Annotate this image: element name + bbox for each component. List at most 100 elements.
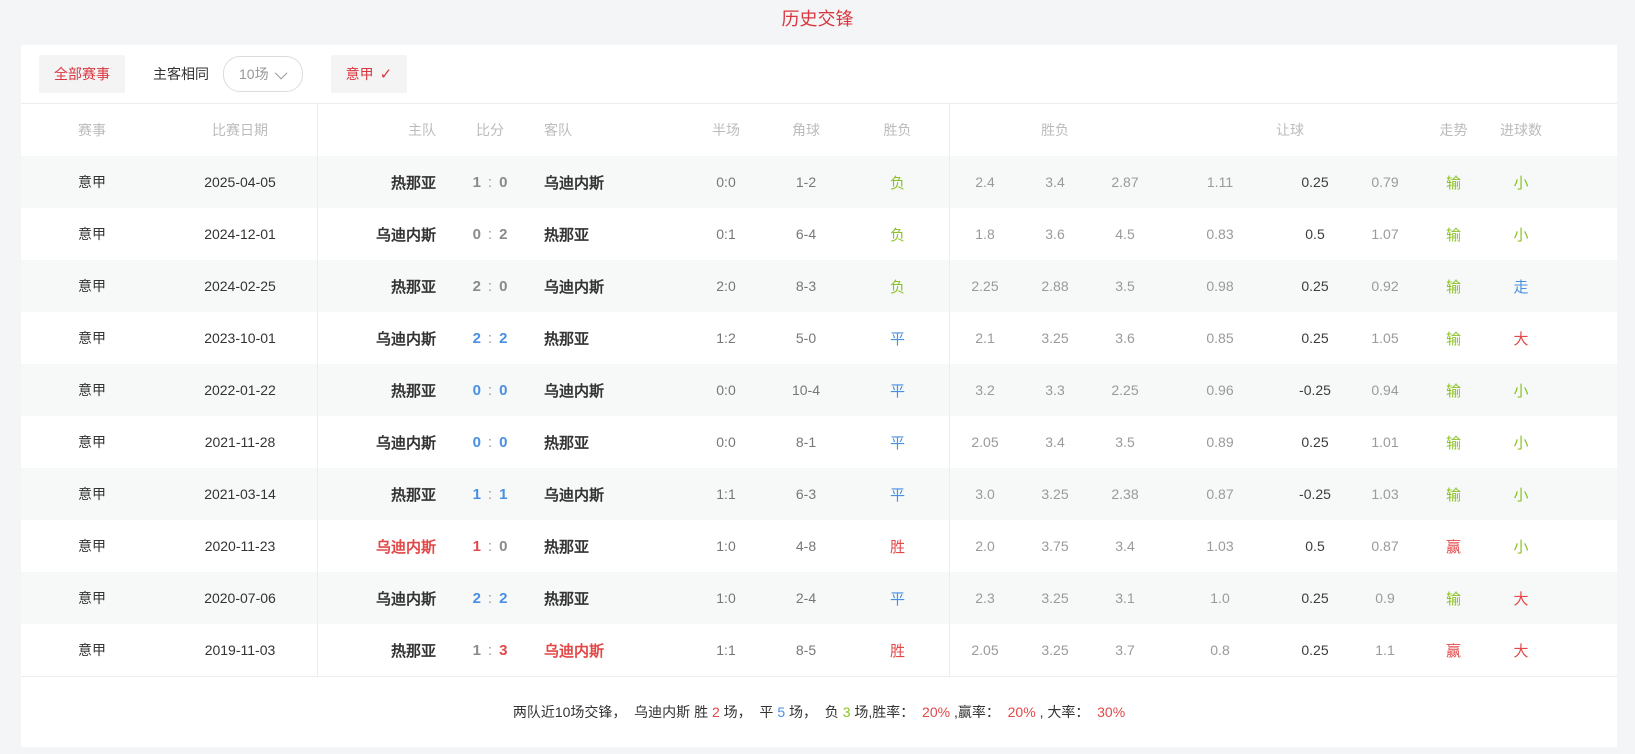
cell-home-team: 热那亚 xyxy=(390,486,436,504)
cell-odds-3: 2.87 xyxy=(1111,174,1139,190)
cell-score: 1:0 xyxy=(454,156,526,208)
cell-half-score: 1:2 xyxy=(716,330,736,346)
header-date: 比赛日期 xyxy=(163,104,318,156)
cell-score: 2:2 xyxy=(454,312,526,364)
cell-handicap-2: 0.5 xyxy=(1305,226,1325,242)
cell-score: 2:0 xyxy=(454,260,526,312)
cell-corners: 1-2 xyxy=(795,174,817,190)
cell-handicap-1: 0.98 xyxy=(1206,278,1234,294)
all-events-button[interactable]: 全部赛事 xyxy=(39,55,125,93)
summary-segment: 2 xyxy=(711,704,720,720)
cell-half-score: 0:0 xyxy=(716,382,736,398)
cell-corners: 6-4 xyxy=(795,226,817,242)
cell-odds-1: 2.1 xyxy=(975,330,995,346)
cell-away-team: 乌迪内斯 xyxy=(544,174,605,192)
cell-score: 1:1 xyxy=(454,468,526,520)
cell-trend: 输 xyxy=(1445,226,1461,244)
cell-league: 意甲 xyxy=(78,590,106,606)
cell-odds-2: 3.25 xyxy=(1041,590,1069,606)
cell-handicap-2: 0.25 xyxy=(1301,174,1329,190)
cell-handicap-1: 0.83 xyxy=(1206,226,1234,242)
cell-handicap-1: 1.11 xyxy=(1206,174,1234,190)
cell-handicap-3: 1.05 xyxy=(1371,330,1399,346)
cell-odds-2: 3.25 xyxy=(1041,486,1069,502)
cell-odds-2: 3.75 xyxy=(1041,538,1069,554)
cell-odds-1: 2.0 xyxy=(975,538,995,554)
cell-league: 意甲 xyxy=(78,330,106,346)
cell-handicap-1: 0.96 xyxy=(1206,382,1234,398)
cell-handicap-1: 1.0 xyxy=(1210,590,1230,606)
cell-goals: 大 xyxy=(1513,330,1529,348)
cell-handicap-2: 0.25 xyxy=(1301,642,1329,658)
header-result: 胜负 xyxy=(846,104,950,156)
summary-segment: 5 xyxy=(777,704,786,720)
match-count-dropdown[interactable]: 10场 xyxy=(223,56,303,92)
cell-home-team: 乌迪内斯 xyxy=(375,590,436,608)
cell-away-team: 热那亚 xyxy=(544,590,590,608)
away-goals: 0 xyxy=(499,433,508,451)
cell-odds-3: 3.6 xyxy=(1115,330,1135,346)
history-panel: 全部赛事 主客相同 10场 意甲 ✓ 赛事 比赛日期 主队 比分 客队 半场 角… xyxy=(21,45,1617,747)
home-goals: 2 xyxy=(472,589,481,607)
score-colon: : xyxy=(487,589,493,607)
summary-segment: , 大率： xyxy=(1035,704,1098,720)
cell-league: 意甲 xyxy=(78,486,106,502)
away-goals: 2 xyxy=(499,589,508,607)
cell-league: 意甲 xyxy=(78,642,106,658)
cell-half-score: 1:0 xyxy=(716,590,736,606)
cell-home-team: 乌迪内斯 xyxy=(375,226,436,244)
cell-score: 0:0 xyxy=(454,364,526,416)
cell-result: 负 xyxy=(846,156,950,208)
cell-odds-1: 2.05 xyxy=(971,642,999,658)
header-goals: 进球数 xyxy=(1500,122,1542,138)
cell-result: 负 xyxy=(846,260,950,312)
cell-trend: 赢 xyxy=(1445,642,1461,660)
cell-handicap-2: -0.25 xyxy=(1299,486,1331,502)
home-goals: 1 xyxy=(472,537,481,555)
cell-corners: 5-0 xyxy=(795,330,817,346)
league-filter-button[interactable]: 意甲 ✓ xyxy=(330,55,408,93)
cell-trend: 输 xyxy=(1445,434,1461,452)
cell-odds-1: 1.8 xyxy=(975,226,995,242)
header-half-score: 半场 xyxy=(712,122,740,138)
cell-half-score: 0:1 xyxy=(716,226,736,242)
cell-odds-3: 3.5 xyxy=(1115,278,1135,294)
cell-date: 2025-04-05 xyxy=(163,156,318,208)
table-row: 意甲 2025-04-05 热那亚 1:0 乌迪内斯 0:0 1-2 负 2.4 3.4 2.87 1… xyxy=(21,156,1617,208)
cell-date: 2020-07-06 xyxy=(163,572,318,624)
cell-score: 2:2 xyxy=(454,572,526,624)
away-goals: 3 xyxy=(499,641,508,659)
header-score: 比分 xyxy=(476,122,504,138)
cell-trend: 输 xyxy=(1445,486,1461,504)
score-colon: : xyxy=(487,173,493,191)
cell-league: 意甲 xyxy=(78,382,106,398)
cell-league: 意甲 xyxy=(78,538,106,554)
cell-result: 胜 xyxy=(846,520,950,572)
cell-handicap-3: 1.07 xyxy=(1371,226,1399,242)
away-goals: 0 xyxy=(499,381,508,399)
cell-half-score: 0:0 xyxy=(716,174,736,190)
cell-goals: 小 xyxy=(1513,226,1529,244)
cell-result: 平 xyxy=(846,312,950,364)
cell-odds-3: 3.7 xyxy=(1115,642,1135,658)
away-goals: 0 xyxy=(499,277,508,295)
summary-segment: 30% xyxy=(1097,704,1126,720)
cell-half-score: 0:0 xyxy=(716,434,736,450)
cell-score: 0:2 xyxy=(454,208,526,260)
cell-date: 2021-11-28 xyxy=(163,416,318,468)
summary-bar: 两队近10场交锋， 乌迪内斯 胜 2 场， 平 5 场， 负 3 场,胜率： 2… xyxy=(21,676,1617,747)
cell-handicap-1: 0.85 xyxy=(1206,330,1234,346)
table-body: 意甲 2025-04-05 热那亚 1:0 乌迪内斯 0:0 1-2 负 2.4 3.4 2.87 1… xyxy=(21,156,1617,676)
header-handicap-group: 让球 xyxy=(1276,122,1304,138)
cell-trend: 输 xyxy=(1445,278,1461,296)
table-row: 意甲 2022-01-22 热那亚 0:0 乌迪内斯 0:0 10-4 平 3.2 3.3 2.25… xyxy=(21,364,1617,416)
cell-date: 2024-02-25 xyxy=(163,260,318,312)
score-colon: : xyxy=(487,277,493,295)
cell-odds-1: 3.0 xyxy=(975,486,995,502)
table-row: 意甲 2024-02-25 热那亚 2:0 乌迪内斯 2:0 8-3 负 2.25 2.88 3.5… xyxy=(21,260,1617,312)
cell-league: 意甲 xyxy=(78,174,106,190)
cell-home-team: 热那亚 xyxy=(390,278,436,296)
cell-handicap-2: 0.25 xyxy=(1301,590,1329,606)
cell-score: 0:0 xyxy=(454,416,526,468)
cell-handicap-1: 0.89 xyxy=(1206,434,1234,450)
